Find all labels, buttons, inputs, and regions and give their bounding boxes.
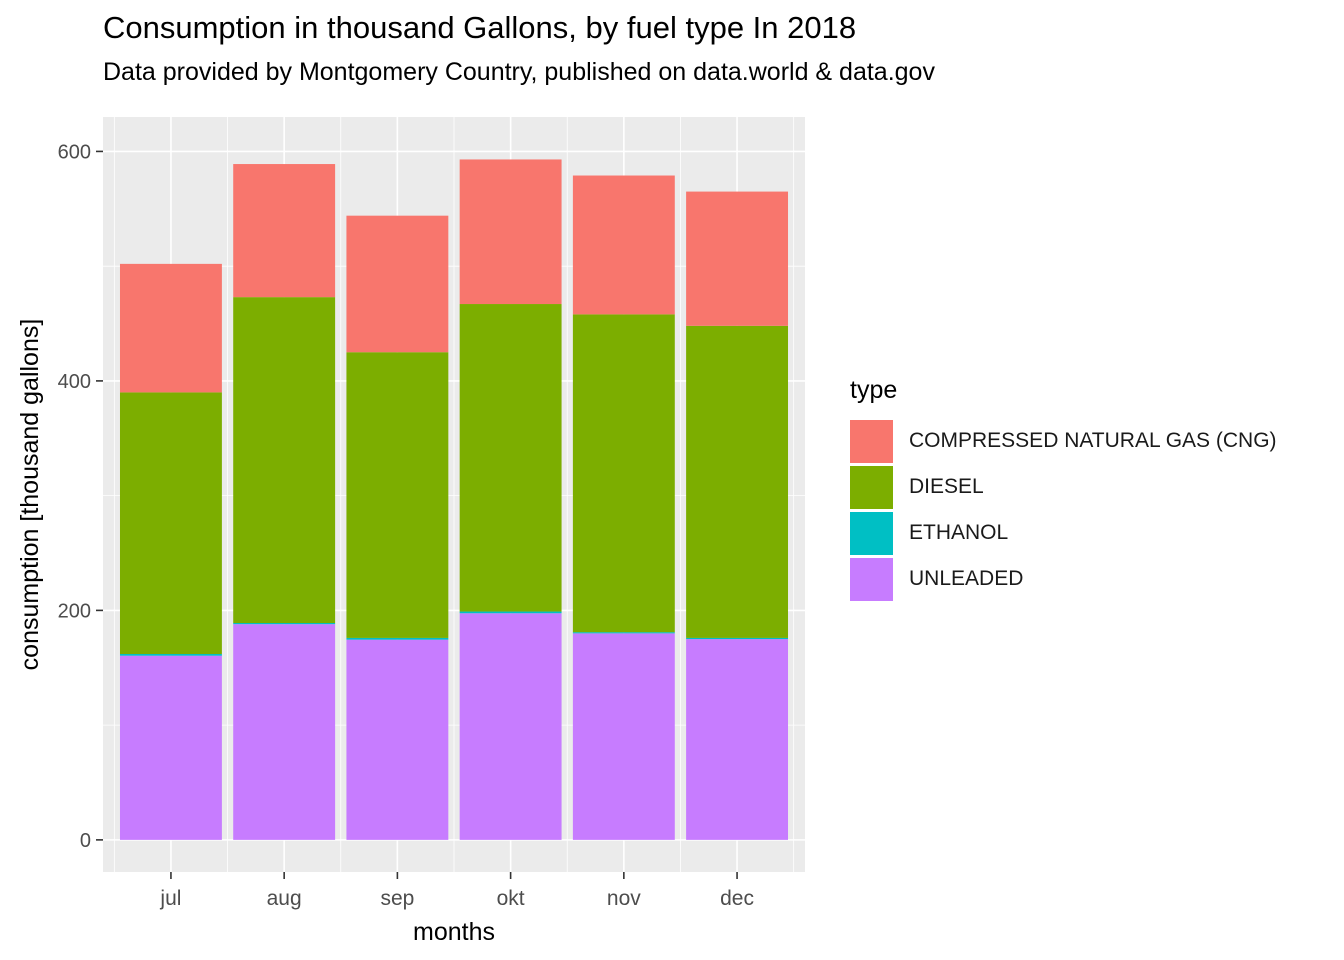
bar-nov-ethanol bbox=[572, 632, 675, 634]
bar-sep-compressed-natural-gas-cng bbox=[346, 215, 449, 353]
bar-dec-unleaded bbox=[686, 639, 789, 840]
bar-okt-ethanol bbox=[459, 611, 562, 614]
y-tick-label: 0 bbox=[80, 830, 91, 852]
x-tick-label-nov: nov bbox=[607, 887, 641, 910]
x-tick-label-okt: okt bbox=[497, 887, 525, 910]
legend-title: type bbox=[850, 376, 898, 404]
bar-sep-ethanol bbox=[346, 637, 449, 640]
bar-okt-compressed-natural-gas-cng bbox=[459, 159, 562, 305]
x-tick-label-dec: dec bbox=[720, 887, 754, 910]
bar-okt-diesel bbox=[459, 304, 562, 612]
chart-title: Consumption in thousand Gallons, by fuel… bbox=[103, 10, 857, 45]
bar-nov-unleaded bbox=[572, 633, 675, 840]
bar-nov-compressed-natural-gas-cng bbox=[572, 175, 675, 315]
legend-key-diesel bbox=[850, 465, 893, 509]
bar-jul-diesel bbox=[119, 392, 222, 654]
y-tick-label: 400 bbox=[58, 371, 91, 393]
bar-dec-ethanol bbox=[686, 637, 789, 640]
chart-subtitle: Data provided by Montgomery Country, pub… bbox=[103, 58, 935, 86]
legend-label-unleaded: UNLEADED bbox=[909, 567, 1024, 590]
bar-sep-diesel bbox=[346, 352, 449, 638]
bar-aug-compressed-natural-gas-cng bbox=[233, 164, 336, 298]
bar-dec-compressed-natural-gas-cng bbox=[686, 191, 789, 326]
bar-nov-diesel bbox=[572, 314, 675, 633]
legend-item-ethanol: ETHANOL bbox=[850, 510, 1277, 556]
legend-label-ethanol: ETHANOL bbox=[909, 521, 1009, 544]
x-tick-label-jul: jul bbox=[159, 887, 181, 910]
legend-key-unleaded bbox=[850, 557, 893, 601]
legend-item-diesel: DIESEL bbox=[850, 464, 1277, 510]
bar-aug-diesel bbox=[233, 297, 336, 624]
x-axis-title: months bbox=[413, 918, 495, 946]
bar-aug-unleaded bbox=[233, 624, 336, 840]
y-tick-label: 200 bbox=[58, 600, 91, 622]
x-tick-label-aug: aug bbox=[267, 887, 302, 910]
y-axis-title: consumption [thousand gallons] bbox=[16, 319, 44, 671]
legend-key-ethanol bbox=[850, 511, 893, 555]
legend-item-unleaded: UNLEADED bbox=[850, 556, 1277, 602]
bar-aug-ethanol bbox=[233, 623, 336, 625]
bar-dec-diesel bbox=[686, 325, 789, 638]
legend-label-diesel: DIESEL bbox=[909, 475, 984, 498]
legend: type COMPRESSED NATURAL GAS (CNG) DIESEL… bbox=[850, 376, 1277, 602]
bar-jul-unleaded bbox=[119, 655, 222, 840]
x-tick-label-sep: sep bbox=[380, 887, 414, 910]
legend-item-cng: COMPRESSED NATURAL GAS (CNG) bbox=[850, 418, 1277, 464]
bar-sep-unleaded bbox=[346, 639, 449, 840]
legend-label-cng: COMPRESSED NATURAL GAS (CNG) bbox=[909, 429, 1277, 452]
bar-jul-compressed-natural-gas-cng bbox=[119, 263, 222, 393]
bar-okt-unleaded bbox=[459, 613, 562, 840]
bar-jul-ethanol bbox=[119, 653, 222, 656]
y-tick-label: 600 bbox=[58, 141, 91, 163]
legend-key-cng bbox=[850, 419, 893, 463]
